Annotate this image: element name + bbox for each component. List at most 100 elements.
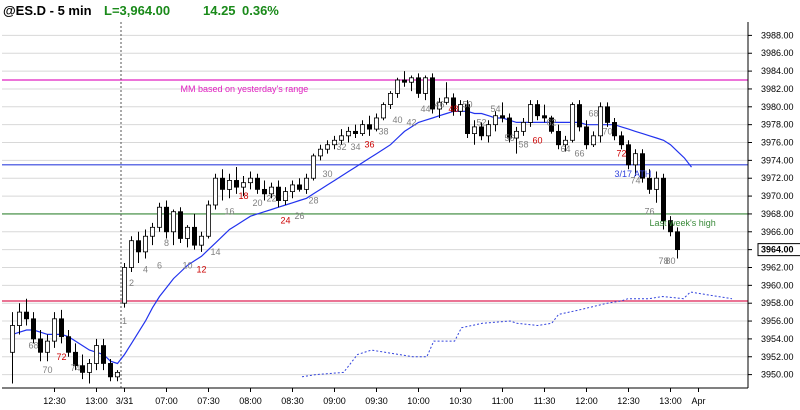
bar-number-label: 12 bbox=[196, 265, 206, 275]
x-tick-label: 08:00 bbox=[239, 396, 262, 406]
candle-body bbox=[443, 97, 449, 103]
y-tick-label: 3952.00 bbox=[761, 352, 794, 362]
bar-number-label: 54 bbox=[490, 104, 500, 114]
candle bbox=[240, 175, 246, 197]
candle-body bbox=[254, 177, 260, 190]
candle-body bbox=[233, 180, 239, 188]
candle bbox=[87, 358, 93, 384]
bar-number-label: 52 bbox=[476, 117, 486, 127]
candle-body bbox=[570, 104, 576, 141]
candle bbox=[429, 73, 435, 114]
candle-body bbox=[633, 153, 639, 166]
candle bbox=[296, 178, 302, 192]
bar-number-label: 62 bbox=[546, 117, 556, 127]
candle-body bbox=[612, 122, 618, 137]
bar-number-label: 74 bbox=[630, 175, 640, 185]
candle bbox=[556, 124, 562, 150]
candle-body bbox=[661, 177, 667, 222]
candle bbox=[605, 102, 611, 127]
level-label: Last week's high bbox=[650, 218, 716, 228]
x-axis: 12:30 13:00 3/31 07:00 07:30 08:00 08:30 09:00 0… bbox=[2, 387, 748, 406]
candle-body bbox=[275, 186, 281, 201]
candle bbox=[352, 124, 358, 139]
y-tick-label: 3968.00 bbox=[761, 209, 794, 219]
candle bbox=[80, 354, 86, 380]
bar-number-label: 66 bbox=[574, 149, 584, 159]
chart-title: @ES.D - 5 min bbox=[3, 3, 92, 18]
bar-number-label: 18 bbox=[238, 191, 248, 201]
bar-number-label: 28 bbox=[308, 196, 318, 206]
candle bbox=[338, 129, 344, 145]
y-axis: 3950.00 3952.00 3954.00 3956.00 3958.00 3960.… bbox=[747, 22, 800, 388]
candle bbox=[282, 187, 288, 205]
candle bbox=[506, 113, 512, 143]
bar-number-label: 76 bbox=[644, 207, 654, 217]
candle bbox=[457, 100, 463, 116]
candle-body bbox=[584, 126, 590, 146]
x-tick-label: 12:00 bbox=[575, 396, 598, 406]
y-tick-label: 3966.00 bbox=[761, 227, 794, 237]
bar-number-label: 34 bbox=[350, 142, 360, 152]
candles bbox=[9, 71, 681, 384]
candle-body bbox=[282, 191, 288, 201]
candle-body bbox=[352, 130, 358, 134]
candle bbox=[647, 169, 653, 194]
candle bbox=[275, 180, 281, 208]
candle-body bbox=[394, 79, 400, 94]
candle bbox=[324, 140, 330, 154]
candle-body bbox=[654, 177, 660, 190]
bar-number-label: 14 bbox=[210, 247, 220, 257]
candle-body bbox=[198, 235, 204, 246]
candle-body bbox=[303, 177, 309, 190]
candle-body bbox=[80, 365, 86, 373]
bar-number-label: 42 bbox=[406, 117, 416, 127]
candle-body bbox=[135, 240, 141, 253]
x-tick-label: 10:30 bbox=[449, 396, 472, 406]
candle bbox=[45, 334, 51, 362]
candle bbox=[591, 131, 597, 147]
level-label: MM based on yesterday's range bbox=[181, 84, 309, 94]
x-tick-label: 07:30 bbox=[197, 396, 220, 406]
candle-body bbox=[163, 206, 169, 233]
overnight-dotted-line bbox=[301, 291, 733, 378]
x-tick-label: 12:30 bbox=[43, 396, 66, 406]
candle bbox=[233, 167, 239, 194]
bar-number-label: 32 bbox=[336, 142, 346, 152]
candle bbox=[422, 75, 428, 101]
candle bbox=[219, 169, 225, 201]
candle-body bbox=[94, 345, 100, 364]
candle-body bbox=[122, 267, 128, 304]
candle-body bbox=[52, 318, 58, 342]
candle-body bbox=[338, 135, 344, 141]
candle-body bbox=[156, 206, 162, 228]
candle bbox=[317, 144, 323, 161]
candle-body bbox=[345, 130, 351, 137]
candle bbox=[247, 171, 253, 190]
candle-body bbox=[577, 104, 583, 128]
bar-number-label: 4 bbox=[143, 265, 148, 275]
candle-body bbox=[471, 126, 477, 134]
candle bbox=[142, 229, 148, 259]
bar-number-label: 72 bbox=[56, 352, 66, 362]
candle bbox=[191, 213, 197, 250]
candle bbox=[626, 140, 632, 170]
candle-body bbox=[9, 325, 15, 353]
candle bbox=[612, 117, 618, 141]
bar-number-label: 60 bbox=[532, 135, 542, 145]
bar-number-label: 46 bbox=[434, 100, 444, 110]
y-tick-label: 3986.00 bbox=[761, 48, 794, 58]
candle-body bbox=[59, 318, 65, 338]
candle-body bbox=[177, 211, 183, 239]
x-tick-label: 3/31 bbox=[116, 396, 134, 406]
candle-body bbox=[387, 93, 393, 105]
candle bbox=[149, 222, 155, 246]
candle bbox=[464, 100, 470, 139]
candle-body bbox=[563, 139, 569, 146]
x-tick-label: Apr bbox=[691, 396, 705, 406]
y-tick-label: 3978.00 bbox=[761, 120, 794, 130]
candle bbox=[598, 102, 604, 143]
x-tick-label: 11:30 bbox=[534, 396, 556, 406]
candle bbox=[675, 227, 681, 259]
candle-body bbox=[675, 231, 681, 251]
